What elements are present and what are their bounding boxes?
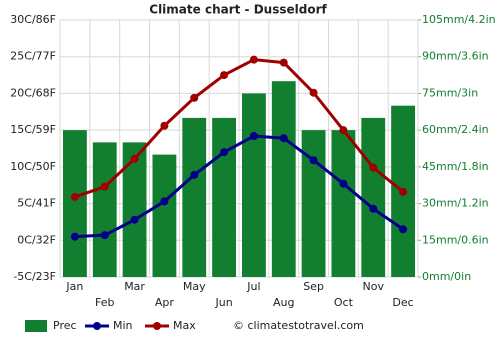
x-tick-label: Jun bbox=[214, 296, 232, 309]
point bbox=[190, 93, 199, 102]
y-tick-label: 20C/68F bbox=[10, 86, 56, 99]
x-tick-label: Mar bbox=[124, 280, 145, 293]
bar bbox=[301, 130, 326, 277]
y-tick-label: 25C/77F bbox=[10, 50, 56, 63]
point bbox=[399, 225, 408, 234]
y-tick-label: 30C/86F bbox=[10, 13, 56, 26]
y-tick-label: -5C/23F bbox=[13, 270, 56, 283]
x-tick-label: Aug bbox=[273, 296, 294, 309]
y2-tick-label: 75mm/3in bbox=[422, 86, 478, 99]
y-tick-label: 15C/59F bbox=[10, 123, 56, 136]
y-tick-label: 5C/41F bbox=[17, 197, 56, 210]
point bbox=[309, 156, 318, 165]
point bbox=[160, 197, 169, 206]
y2-tick-label: 0mm/0in bbox=[422, 270, 471, 283]
x-tick-label: Apr bbox=[155, 296, 175, 309]
bar bbox=[92, 142, 117, 277]
x-tick-label: Sep bbox=[303, 280, 324, 293]
point bbox=[220, 148, 229, 157]
bar bbox=[242, 93, 266, 277]
legend-label: Max bbox=[173, 319, 196, 332]
point bbox=[369, 163, 378, 172]
point bbox=[339, 179, 348, 188]
legend-label: Min bbox=[113, 319, 133, 332]
legend-swatch bbox=[93, 322, 101, 330]
point bbox=[399, 187, 408, 196]
legend-swatch bbox=[25, 320, 47, 332]
point bbox=[130, 215, 139, 224]
x-tick-label: Jul bbox=[246, 280, 260, 293]
bar bbox=[361, 117, 386, 278]
point bbox=[100, 231, 109, 240]
point bbox=[279, 58, 288, 67]
y2-tick-label: 90mm/3.6in bbox=[422, 50, 489, 63]
y2-tick-label: 45mm/1.8in bbox=[422, 160, 489, 173]
point bbox=[190, 170, 199, 179]
legend-swatch bbox=[153, 322, 161, 330]
point bbox=[70, 232, 79, 241]
point bbox=[70, 192, 79, 201]
point bbox=[339, 126, 348, 135]
point bbox=[309, 88, 318, 97]
bar bbox=[212, 117, 236, 278]
line bbox=[74, 134, 404, 239]
line bbox=[74, 58, 405, 199]
point bbox=[130, 154, 139, 163]
point bbox=[249, 55, 258, 64]
x-tick-label: Feb bbox=[95, 296, 114, 309]
bar bbox=[331, 130, 356, 277]
bar bbox=[63, 130, 87, 277]
point bbox=[160, 121, 169, 130]
bar bbox=[271, 81, 296, 277]
source: © climatestotravel.com bbox=[233, 319, 364, 332]
point bbox=[249, 132, 258, 141]
legend-label: Prec bbox=[53, 319, 77, 332]
y-tick-label: 10C/50F bbox=[10, 160, 56, 173]
x-tick-label: Dec bbox=[392, 296, 413, 309]
y2-tick-label: 30mm/1.2in bbox=[422, 197, 489, 210]
y2-tick-label: 15mm/0.6in bbox=[422, 233, 489, 246]
bar bbox=[152, 154, 177, 277]
y-tick-label: 0C/32F bbox=[17, 233, 56, 246]
bar bbox=[122, 142, 147, 277]
y2-tick-label: 105mm/4.2in bbox=[422, 13, 496, 26]
bar bbox=[182, 117, 207, 278]
x-tick-label: Jan bbox=[65, 280, 83, 293]
y2-tick-label: 60mm/2.4in bbox=[422, 123, 489, 136]
chart-title: Climate chart - Dusseldorf bbox=[149, 3, 327, 17]
point bbox=[369, 204, 378, 213]
x-tick-label: Oct bbox=[334, 296, 354, 309]
x-tick-label: Nov bbox=[363, 280, 385, 293]
point bbox=[100, 182, 109, 191]
point bbox=[279, 134, 288, 143]
point bbox=[220, 71, 229, 80]
x-tick-label: May bbox=[183, 280, 206, 293]
